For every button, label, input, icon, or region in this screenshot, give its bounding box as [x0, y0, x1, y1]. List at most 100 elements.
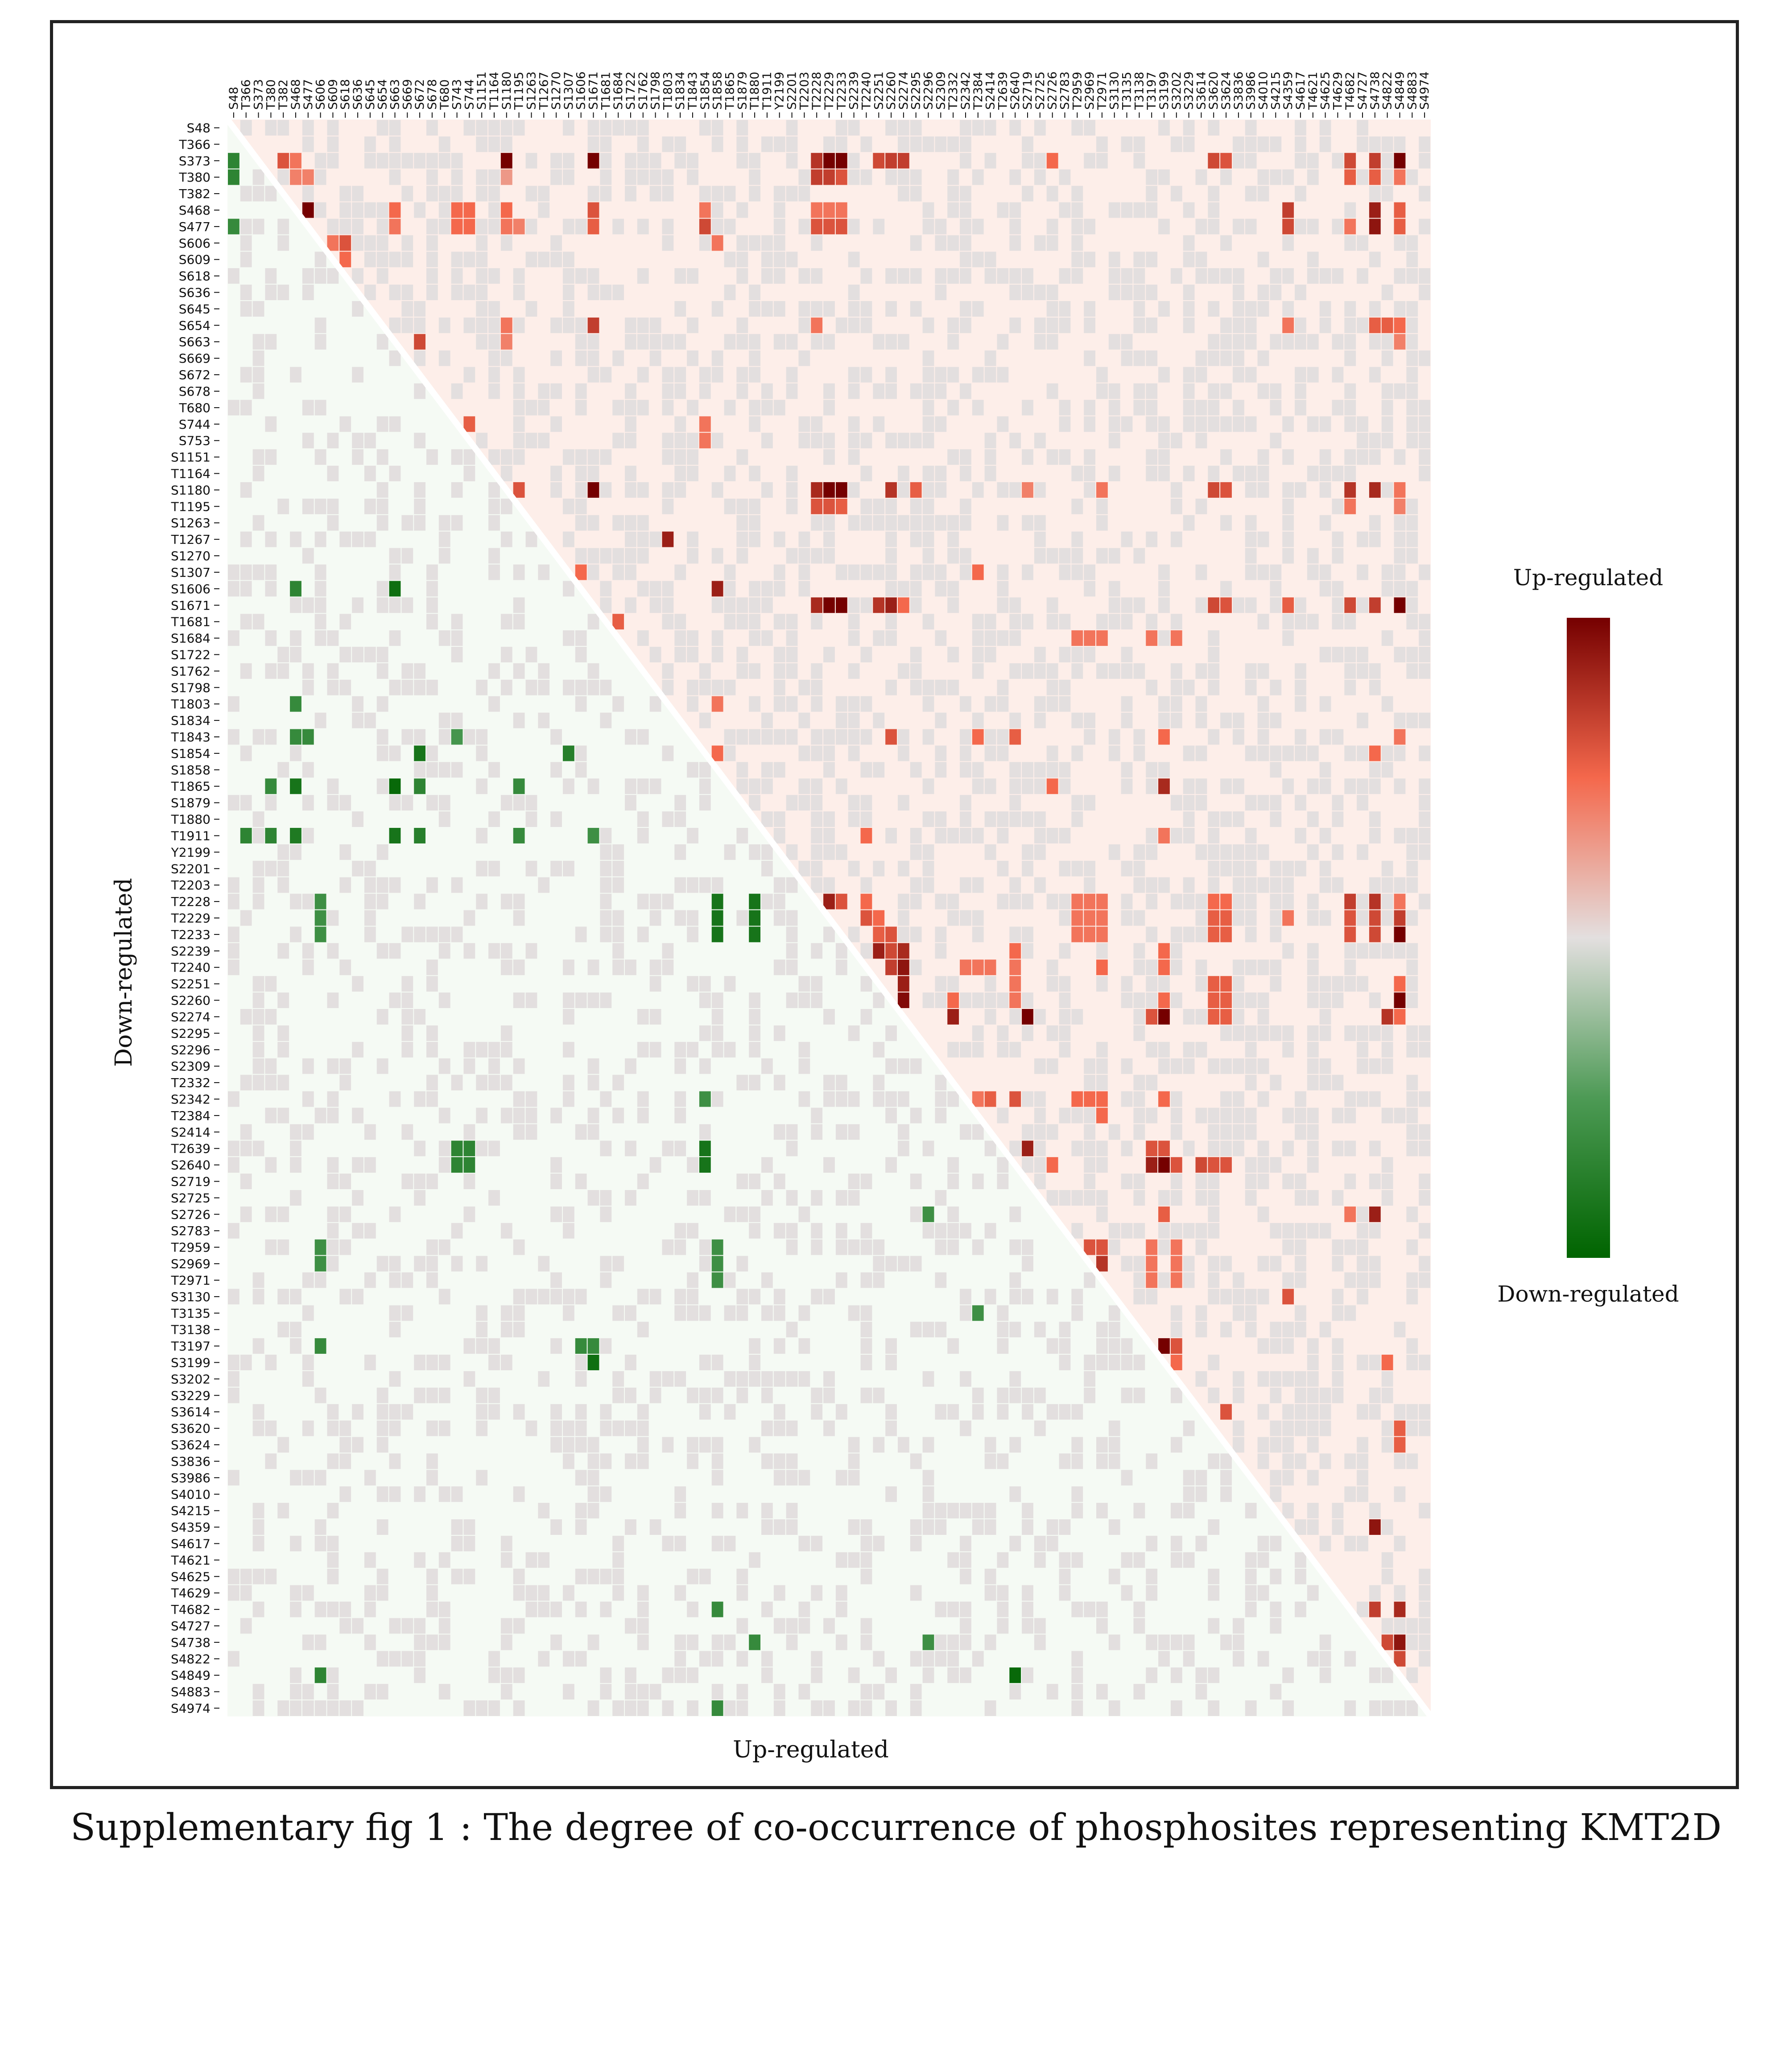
heatmap-cell — [935, 564, 947, 580]
heatmap-cell — [711, 630, 723, 646]
heatmap-cell — [823, 893, 835, 910]
heatmap-cell — [711, 120, 723, 136]
heatmap-cell — [562, 1420, 574, 1436]
heatmap-cell — [848, 1239, 860, 1255]
heatmap-cell — [935, 943, 947, 959]
x-tick-label: T1880 — [748, 72, 762, 110]
heatmap-cell — [1208, 268, 1220, 284]
heatmap-cell — [1357, 778, 1368, 794]
heatmap-cell — [1319, 1387, 1331, 1403]
heatmap-cell — [476, 1338, 488, 1354]
heatmap-cell — [1319, 1651, 1331, 1667]
heatmap-cell — [1170, 1322, 1182, 1338]
heatmap-cell — [277, 153, 289, 169]
heatmap-cell — [352, 449, 363, 465]
heatmap-cell — [1195, 1223, 1207, 1239]
heatmap-cell — [885, 169, 897, 185]
heatmap-cell — [1009, 778, 1021, 794]
heatmap-cell — [538, 186, 550, 202]
heatmap-cell — [1071, 235, 1083, 251]
heatmap-cell — [1022, 844, 1033, 860]
heatmap-cell — [1084, 120, 1096, 136]
heatmap-cell — [1022, 1091, 1033, 1107]
heatmap-cell — [513, 564, 525, 580]
heatmap-cell — [637, 169, 649, 185]
heatmap-cell — [414, 1190, 426, 1206]
heatmap-cell — [1208, 1355, 1220, 1370]
heatmap-cell — [1232, 959, 1244, 976]
heatmap-cell — [1195, 795, 1207, 811]
x-tick-label: S4625 — [1319, 71, 1333, 110]
heatmap-cell — [587, 285, 599, 300]
heatmap-cell — [848, 696, 860, 712]
heatmap-cell — [997, 828, 1009, 843]
heatmap-cell — [1046, 614, 1058, 630]
x-tick-label: S645 — [363, 79, 377, 110]
heatmap-cell — [575, 350, 587, 366]
heatmap-cell — [1419, 1420, 1430, 1436]
heatmap-cell — [1332, 367, 1344, 383]
heatmap-cell — [1046, 1338, 1058, 1354]
heatmap-cell — [538, 1651, 550, 1667]
heatmap-cell — [773, 1420, 785, 1436]
heatmap-cell — [488, 482, 500, 498]
heatmap-cell — [575, 498, 587, 514]
heatmap-cell — [1208, 383, 1220, 399]
heatmap-cell — [240, 1009, 252, 1025]
heatmap-cell — [600, 1206, 612, 1222]
heatmap-cell — [786, 1371, 798, 1387]
heatmap-cell — [600, 367, 612, 383]
heatmap-cell — [1084, 466, 1096, 481]
heatmap-cell — [773, 1075, 785, 1091]
heatmap-cell — [1357, 976, 1368, 992]
heatmap-cell — [538, 1552, 550, 1568]
heatmap-cell — [600, 1404, 612, 1420]
x-tick-label: S672 — [413, 79, 427, 110]
heatmap-cell — [451, 1223, 463, 1239]
heatmap-cell — [873, 630, 885, 646]
heatmap-cell — [1158, 1141, 1170, 1157]
heatmap-cell — [687, 268, 698, 284]
heatmap-cell — [910, 893, 922, 910]
y-tick-label: S4617 — [171, 1537, 211, 1551]
heatmap-cell — [1369, 449, 1381, 465]
heatmap-cell — [1270, 926, 1282, 943]
heatmap-cell — [1059, 548, 1071, 564]
y-tick-label: S4974 — [171, 1701, 211, 1716]
heatmap-cell — [327, 1239, 339, 1255]
heatmap-cell — [1059, 828, 1071, 843]
heatmap-cell — [600, 1667, 612, 1683]
heatmap-cell — [1357, 712, 1368, 728]
heatmap-cell — [426, 1634, 438, 1650]
heatmap-cell — [587, 828, 599, 843]
heatmap-cell — [649, 317, 661, 333]
heatmap-cell — [1381, 285, 1393, 300]
heatmap-cell — [687, 466, 698, 481]
y-tick-label: S4738 — [171, 1635, 211, 1650]
heatmap-cell — [1369, 317, 1381, 333]
heatmap-cell — [922, 811, 934, 827]
heatmap-cell — [1108, 1420, 1120, 1436]
heatmap-cell — [1270, 1601, 1282, 1617]
heatmap-cell — [513, 712, 525, 728]
heatmap-cell — [724, 186, 736, 202]
heatmap-cell — [1381, 1568, 1393, 1584]
heatmap-cell — [1183, 367, 1195, 383]
heatmap-cell — [538, 202, 550, 218]
heatmap-cell — [798, 1371, 810, 1387]
heatmap-cell — [1009, 992, 1021, 1008]
heatmap-cell — [960, 762, 971, 778]
heatmap-cell — [823, 1075, 835, 1091]
heatmap-cell — [1282, 301, 1294, 317]
heatmap-cell — [376, 877, 388, 893]
heatmap-cell — [1208, 186, 1220, 202]
heatmap-cell — [960, 1601, 971, 1617]
heatmap-cell — [1084, 482, 1096, 498]
heatmap-cell — [1034, 663, 1046, 679]
heatmap-cell — [885, 515, 897, 531]
heatmap-cell — [1406, 1239, 1418, 1255]
heatmap-cell — [749, 531, 761, 547]
heatmap-cell — [823, 844, 835, 860]
y-tick-label: T366 — [178, 137, 211, 152]
heatmap-cell — [724, 285, 736, 300]
